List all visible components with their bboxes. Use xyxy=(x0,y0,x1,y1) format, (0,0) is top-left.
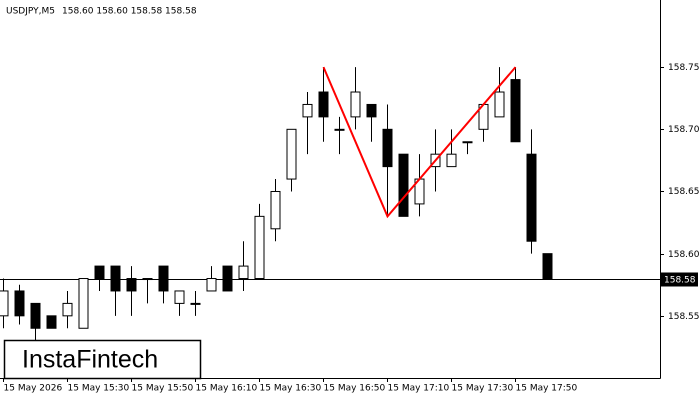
x-tick-label: 15 May 17:30 xyxy=(452,384,514,394)
last-price-box xyxy=(661,272,698,287)
candle-body xyxy=(126,278,137,292)
candle-body xyxy=(14,290,25,317)
candle-body xyxy=(302,103,313,118)
candle-body xyxy=(318,91,329,118)
candle-body xyxy=(206,278,217,292)
brand-label: InstaFintech xyxy=(22,346,158,374)
candle-body xyxy=(190,302,201,305)
candle-body xyxy=(94,265,105,280)
y-tick-label: 158.55 xyxy=(668,312,700,322)
candle-body xyxy=(462,141,473,144)
candle-body xyxy=(30,302,41,329)
x-tick-label: 15 May 17:10 xyxy=(388,384,450,394)
pattern-line xyxy=(322,66,517,219)
y-tick-label: 158.65 xyxy=(668,187,700,197)
candle-body xyxy=(350,91,361,118)
candle-body xyxy=(286,128,297,180)
candle-body xyxy=(158,265,169,292)
candle-body xyxy=(398,153,409,217)
x-tick-label: 15 May 15:50 xyxy=(132,384,194,394)
candle-body xyxy=(46,315,57,329)
candle-body xyxy=(510,79,521,143)
candle-body xyxy=(110,265,121,292)
x-tick-label: 15 May 15:30 xyxy=(68,384,130,394)
candle-body xyxy=(0,290,9,317)
candle-body xyxy=(142,278,153,281)
candle-body xyxy=(382,128,393,168)
candle-body xyxy=(174,290,185,304)
y-tick-label: 158.70 xyxy=(668,125,700,135)
brand-box xyxy=(3,339,202,380)
chart-title: USDJPY,M5 xyxy=(6,7,55,17)
candle-body xyxy=(366,103,377,118)
candle-body xyxy=(542,253,553,280)
candle-body xyxy=(270,190,281,230)
candle-body xyxy=(254,215,265,280)
candle-body xyxy=(78,278,89,329)
candle-body xyxy=(238,265,249,280)
candle-body xyxy=(222,265,233,292)
x-tick-label: 15 May 16:30 xyxy=(260,384,322,394)
header-values: 158.60 158.60 158.58 158.58 xyxy=(62,7,197,17)
candle-body xyxy=(494,91,505,118)
x-tick-label: 15 May 16:10 xyxy=(196,384,258,394)
candle-body xyxy=(62,302,73,317)
y-tick-label: 158.60 xyxy=(668,250,700,260)
candle-body xyxy=(334,128,345,131)
y-tick-label: 158.75 xyxy=(668,63,700,73)
x-tick-label: 15 May 17:50 xyxy=(516,384,578,394)
candle-body xyxy=(446,153,457,168)
x-tick-label: 15 May 16:50 xyxy=(324,384,386,394)
x-tick-label: 15 May 2026 xyxy=(4,384,63,394)
candle-body xyxy=(526,153,537,242)
last-price-label: 158.58 xyxy=(664,276,696,286)
